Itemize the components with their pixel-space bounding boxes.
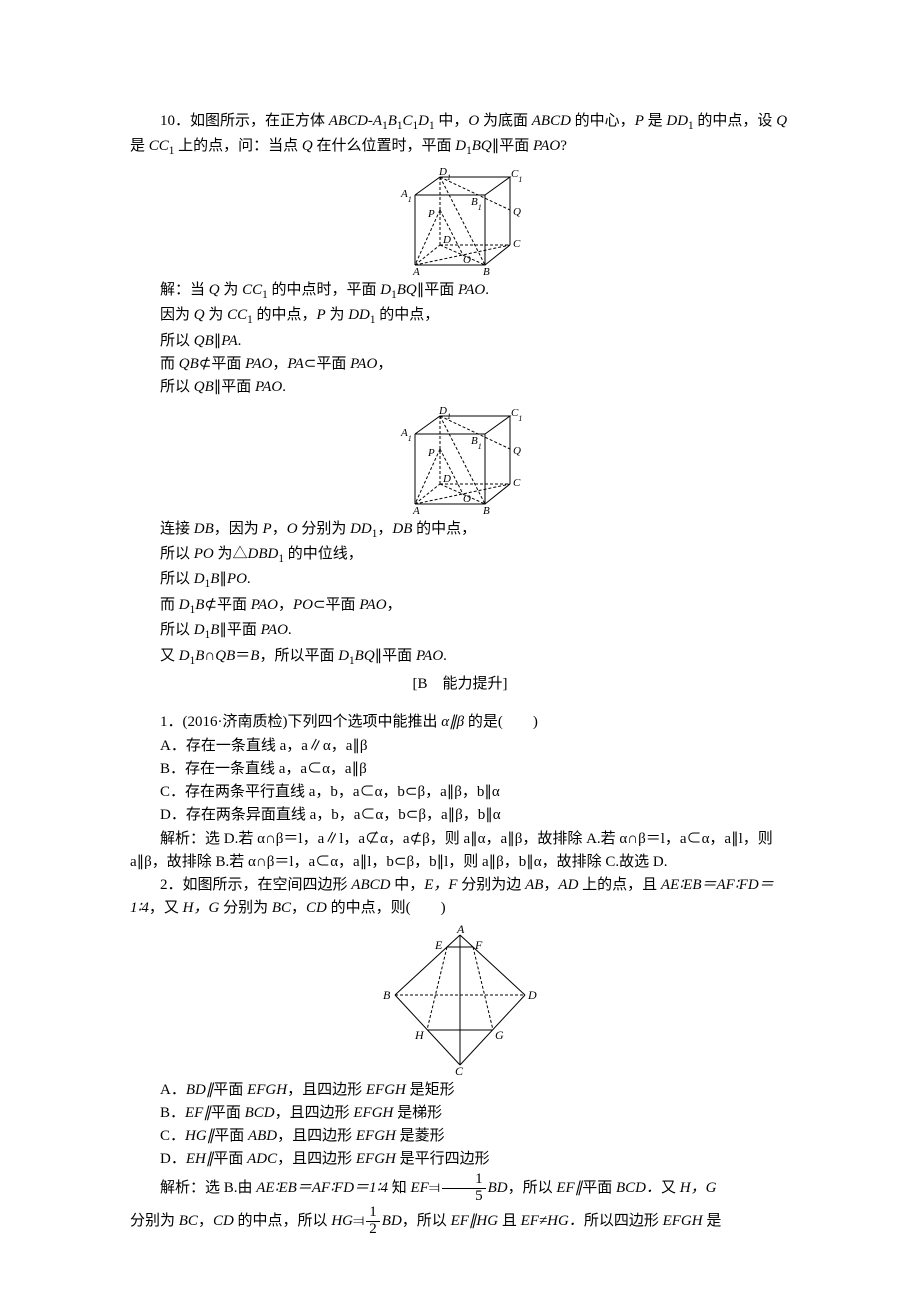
section-b-header: [B 能力提升]: [130, 673, 790, 696]
svg-text:C: C: [513, 477, 521, 489]
qmark: ?: [560, 138, 567, 154]
svg-text:D: D: [527, 988, 537, 1002]
sol10-l10: 所以 D1B∥平面 PAO.: [130, 619, 790, 644]
q2-stem: 2．如图所示，在空间四边形 ABCD 中，E，F 分别为边 AB，AD 上的点，…: [130, 874, 790, 921]
o: O: [468, 113, 479, 129]
svg-text:B: B: [483, 266, 490, 275]
cc1: CC1: [149, 138, 175, 154]
q1-opt-d: D．存在两条异面直线 a，b，a⊂α，b⊂β，a∥β，b∥α: [130, 804, 790, 827]
svg-text:C: C: [513, 238, 521, 250]
abcd: ABCD: [532, 113, 571, 129]
sol10-l1: 解：当 Q 为 CC1 的中点时，平面 D1BQ∥平面 PAO.: [130, 279, 790, 304]
page: 10．如图所示，在正方体 ABCD-A1B1C1D1 中，O 为底面 ABCD …: [0, 0, 920, 1302]
q1-expl: 解析：选 D.若 α∩β＝l，a∥l，a⊄α，a⊄β，则 a∥α，a∥β，故排除…: [130, 828, 790, 875]
svg-text:C: C: [455, 1064, 464, 1075]
q2-expl-1: 解析：选 B.由 AE∶EB＝AF∶FD＝1∶4 知 EF⫤15BD，所以 EF…: [130, 1172, 790, 1205]
cube-figure-2: A B C D A1 B1 C1 D1 P Q O: [395, 404, 525, 514]
q2-opt-d: D．EH∥平面 ADC，且四边形 EFGH 是平行四边形: [130, 1148, 790, 1171]
svg-text:A: A: [456, 925, 465, 936]
svg-text:P: P: [427, 208, 435, 220]
svg-text:G: G: [495, 1028, 504, 1042]
svg-text:B1: B1: [471, 435, 482, 451]
q2: Q: [302, 138, 313, 154]
txt: 的中心，: [571, 113, 635, 129]
svg-text:O: O: [463, 493, 471, 505]
txt: 在什么位置时，平面: [313, 138, 456, 154]
p: P: [635, 113, 644, 129]
sol10-l5: 所以 QB∥平面 PAO.: [130, 376, 790, 399]
sol10-l4: 而 QB⊄平面 PAO，PA⊂平面 PAO，: [130, 353, 790, 376]
svg-text:D: D: [442, 234, 451, 246]
txt: 10．如图所示，在正方体: [160, 113, 329, 129]
txt: 为底面: [479, 113, 532, 129]
plane: 平面: [499, 138, 533, 154]
sol10-l3: 所以 QB∥PA.: [130, 330, 790, 353]
q2-opt-b: B．EF∥平面 BCD，且四边形 EFGH 是梯形: [130, 1102, 790, 1125]
p10-stmt: 10．如图所示，在正方体 ABCD-A1B1C1D1 中，O 为底面 ABCD …: [130, 110, 790, 161]
svg-text:D: D: [442, 473, 451, 485]
svg-text:A1: A1: [400, 427, 412, 443]
svg-text:C1: C1: [511, 407, 522, 423]
q: Q: [776, 113, 787, 129]
cube-figure-1: A B C D A1 B1 C1 D1 P Q O: [395, 165, 525, 275]
svg-text:A: A: [412, 266, 420, 275]
sol10-l6: 连接 DB，因为 P，O 分别为 DD1，DB 的中点，: [130, 518, 790, 543]
svg-text:O: O: [463, 254, 471, 266]
q1-opt-c: C．存在两条平行直线 a，b，a⊂α，b⊂β，a∥β，b∥α: [130, 781, 790, 804]
svg-text:B: B: [483, 505, 490, 514]
tetra-figure: A B C D E F H G: [375, 925, 545, 1075]
d1bq: D1BQ: [455, 138, 491, 154]
q1-opt-a: A．存在一条直线 a，a∥α，a∥β: [130, 735, 790, 758]
svg-text:P: P: [427, 447, 435, 459]
svg-text:H: H: [414, 1028, 425, 1042]
q1-stem: 1．(2016·济南质检)下列四个选项中能推出 α∥β 的是( ): [130, 711, 790, 734]
q2-opt-c: C．HG∥平面 ABD，且四边形 EFGH 是菱形: [130, 1125, 790, 1148]
svg-text:A: A: [412, 505, 420, 514]
pao: PAO: [533, 138, 560, 154]
sol10-l2: 因为 Q 为 CC1 的中点，P 为 DD1 的中点，: [130, 304, 790, 329]
svg-text:Q: Q: [513, 445, 521, 457]
txt: 是: [130, 138, 149, 154]
sol10-l8: 所以 D1B∥PO.: [130, 568, 790, 593]
sol10-l11: 又 D1B∩QB＝B，所以平面 D1BQ∥平面 PAO.: [130, 645, 790, 670]
sol10-l7: 所以 PO 为△DBD1 的中位线，: [130, 543, 790, 568]
abcd-a1b1c1d1: ABCD-A1B1C1D1: [329, 113, 435, 129]
svg-text:B1: B1: [471, 196, 482, 212]
txt: 上的点，问：当点: [174, 138, 302, 154]
svg-text:C1: C1: [511, 168, 522, 184]
txt: 是: [644, 113, 667, 129]
txt: 中，: [435, 113, 469, 129]
svg-text:A1: A1: [400, 188, 412, 204]
q2-expl-2: 分别为 BC，CD 的中点，所以 HG⫤12BD，所以 EF∥HG 且 EF≠H…: [130, 1205, 790, 1238]
svg-text:F: F: [474, 938, 483, 952]
q2-opt-a: A．BD∥平面 EFGH，且四边形 EFGH 是矩形: [130, 1079, 790, 1102]
txt: 的中点，设: [694, 113, 777, 129]
svg-text:Q: Q: [513, 206, 521, 218]
svg-text:B: B: [383, 988, 391, 1002]
dd1: DD1: [666, 113, 693, 129]
q1-opt-b: B．存在一条直线 a，a⊂α，a∥β: [130, 758, 790, 781]
sol10-l9: 而 D1B⊄平面 PAO，PO⊂平面 PAO，: [130, 594, 790, 619]
svg-text:E: E: [434, 938, 443, 952]
